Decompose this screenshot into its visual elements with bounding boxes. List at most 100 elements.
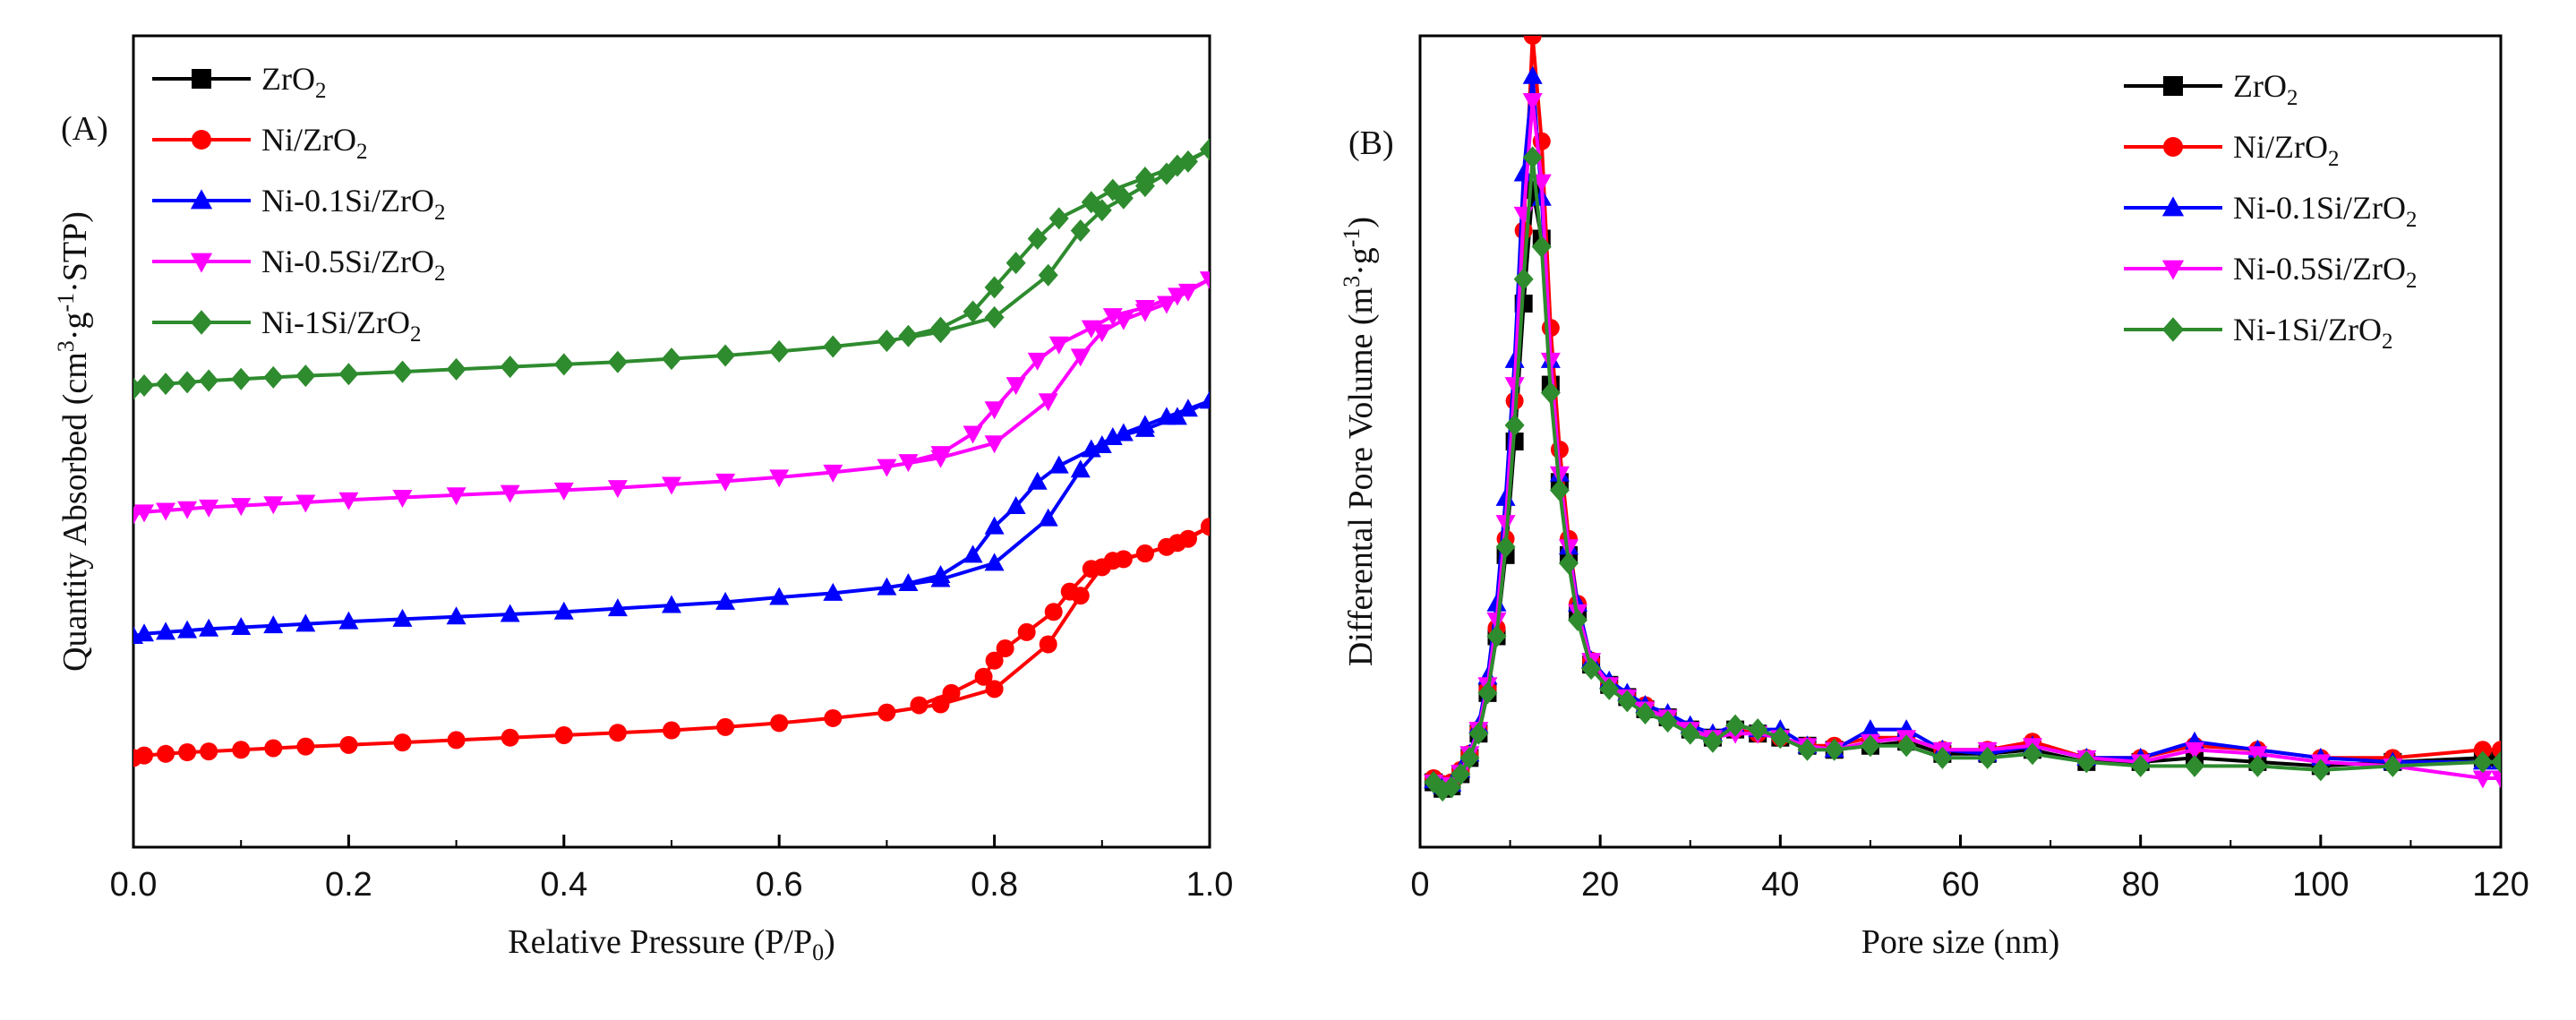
panel-b-data-point [1486, 624, 1507, 647]
panel-a-data-point [393, 733, 412, 752]
panel-b-data-point [2022, 742, 2042, 766]
panel-a-data-point [1134, 300, 1155, 319]
panel-a-data-point [963, 300, 983, 323]
panel-b-x-tick-label: 60 [1941, 866, 1979, 904]
panel-a-data-point [1103, 552, 1122, 570]
panel-a-data-point [898, 573, 919, 592]
panel-b-data-point [1558, 552, 1579, 575]
panel-a-data-point [134, 623, 155, 642]
panel-b-legend-marker [2161, 260, 2185, 280]
panel-a-data-point [898, 454, 919, 473]
panel-a-data-point [930, 446, 951, 465]
panel-b-data-point [2185, 741, 2205, 760]
panel-a-data-point [338, 611, 359, 630]
panel-a-data-point [1167, 287, 1187, 306]
panel-b-data-point [1581, 657, 1602, 681]
panel-a-data-point [1168, 534, 1186, 553]
panel-a-series-4 [133, 138, 1210, 400]
panel-b-data-point [1504, 414, 1525, 437]
panel-a-chart: 0.0 0.2 0.4 0.6 0.8 1.0 Relative Pressure (P/P… [53, 34, 1233, 965]
panel-a-data-point [178, 742, 197, 761]
panel-a-data-point [662, 347, 681, 371]
panel-a-data-point [295, 494, 316, 513]
panel-b-data-point [1549, 478, 1570, 501]
panel-b-data-point [1495, 536, 1516, 559]
panel-a-data-point [135, 746, 154, 765]
panel-b-data-point [1504, 377, 1525, 396]
panel-a-data-point [898, 324, 919, 347]
panel-b-data-point [1680, 722, 1700, 745]
panel-a-data-point [877, 459, 897, 477]
panel-a-data-point [823, 335, 843, 358]
panel-b-data-point [1977, 746, 1998, 769]
panel-a-data-point [1038, 263, 1058, 287]
panel-a-data-point [1102, 426, 1123, 445]
panel-a-data-point [1200, 390, 1210, 409]
panel-b-x-tick-label: 80 [2122, 866, 2160, 904]
panel-b-series-1 [1425, 36, 2501, 793]
panel-a-data-point [662, 476, 681, 495]
panel-a-legend-label: ZrO2 [261, 61, 326, 103]
panel-a-legend-marker [190, 310, 213, 335]
panel-a-data-point [1006, 495, 1026, 514]
panel-a-data-point [231, 616, 252, 635]
panel-a-data-point [1038, 393, 1058, 412]
panel-a-data-point [1167, 407, 1187, 425]
panel-b-data-point [2247, 754, 2268, 777]
panel-b-data-point [1558, 539, 1579, 558]
panel-a-data-point [823, 464, 843, 483]
panel-b-legend-marker [2163, 137, 2183, 157]
panel-b-data-point [1635, 702, 1656, 725]
panel-b-data-point [2383, 754, 2403, 777]
panel-a-data-point [823, 582, 843, 601]
panel-a-data-point [1113, 312, 1134, 330]
panel-a-data-point [1038, 508, 1058, 527]
panel-a-data-point [1048, 207, 1069, 230]
panel-b-legend-label: Ni-0.5Si/ZrO2 [2233, 251, 2418, 293]
panel-a-y-axis-title: Quantity Absorbed (cm3·g-1·STP) [53, 211, 94, 672]
panel-a-data-point [1167, 154, 1187, 177]
panel-a-data-point [770, 714, 789, 733]
panel-b-data-point [1702, 730, 1723, 753]
panel-a-legend-marker [190, 189, 213, 210]
panel-a-legend-label: Ni-1Si/ZrO2 [261, 304, 422, 347]
panel-a-data-point [263, 615, 284, 634]
panel-a-data-point [1135, 544, 1154, 563]
panel-a-series-line-2 [907, 399, 1210, 586]
panel-b-data-point [2076, 750, 2097, 774]
panel-a-x-tick-label: 0.4 [540, 866, 587, 904]
panel-a-data-point [1081, 439, 1101, 458]
panel-a-data-point [1027, 227, 1048, 250]
panel-a-data-point [447, 731, 466, 750]
panel-a-data-point [553, 601, 574, 620]
panel-b-data-point [1568, 608, 1588, 631]
panel-a-data-point [157, 744, 175, 763]
panel-a-data-point [1177, 399, 1198, 417]
panel-b-data-point [1531, 236, 1552, 259]
panel-a-data-point [716, 717, 735, 736]
panel-a-data-point [392, 360, 413, 383]
panel-a-data-point [554, 725, 573, 744]
panel-a-data-point [156, 502, 176, 521]
panel-a-data-point [1070, 459, 1091, 478]
panel-a-data-point [500, 356, 520, 379]
panel-b-series-line-2 [1433, 74, 2501, 788]
panel-a-data-point [1048, 455, 1069, 474]
panel-a-data-point [984, 516, 1005, 535]
panel-a-data-point [1006, 252, 1026, 275]
panel-a-data-point [446, 606, 466, 625]
panel-a-data-point [769, 469, 790, 488]
panel-a-data-point [392, 490, 413, 509]
panel-b-data-point [1932, 746, 1953, 769]
panel-b-data-point [2491, 770, 2501, 789]
panel-a-data-point [1006, 377, 1026, 396]
panel-a-series-1 [133, 518, 1210, 767]
panel-a-data-point [392, 608, 413, 627]
panel-a-data-point [715, 473, 736, 492]
panel-a-data-point [1070, 348, 1091, 367]
panel-b-data-point [1748, 718, 1768, 741]
panel-a-data-point [1039, 635, 1057, 654]
panel-b-data-point [2310, 759, 2331, 782]
panel-a-series-2 [133, 390, 1210, 644]
panel-a-data-point [1044, 603, 1063, 621]
